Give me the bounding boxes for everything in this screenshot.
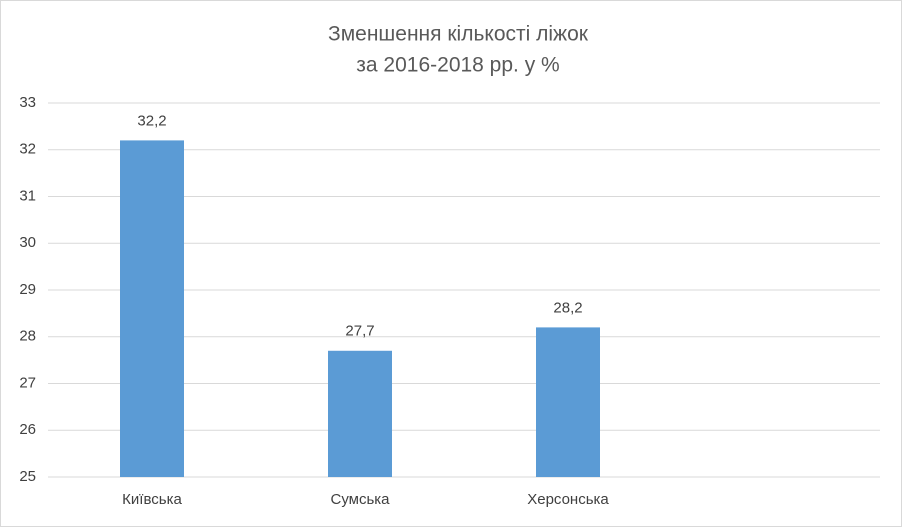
x-tick-label: Київська (122, 491, 182, 508)
y-tick-label: 33 (19, 94, 36, 111)
y-tick-label: 29 (19, 281, 36, 298)
y-tick-label: 25 (19, 468, 36, 485)
chart-title: за 2016-2018 рр. у % (356, 54, 559, 77)
bar (120, 140, 184, 477)
data-label: 32,2 (137, 112, 166, 129)
y-tick-label: 27 (19, 374, 36, 391)
data-label: 28,2 (553, 299, 582, 316)
y-tick-label: 26 (19, 421, 36, 438)
y-tick-label: 31 (19, 187, 36, 204)
x-tick-label: Херсонська (527, 491, 609, 508)
y-tick-label: 32 (19, 141, 36, 158)
y-tick-label: 30 (19, 234, 36, 251)
data-label: 27,7 (345, 323, 374, 340)
y-tick-label: 28 (19, 328, 36, 345)
x-tick-label: Сумська (330, 491, 390, 508)
bar (536, 327, 600, 477)
bar (328, 350, 392, 477)
chart-title: Зменшення кількості ліжок (328, 23, 589, 46)
